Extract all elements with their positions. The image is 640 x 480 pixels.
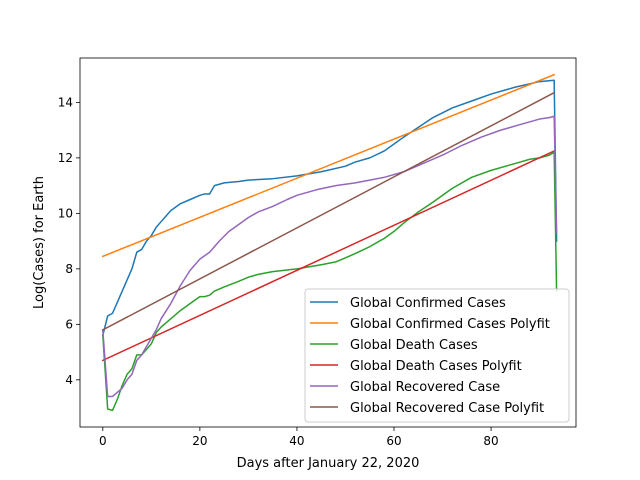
series-line-1: [101, 73, 556, 258]
x-tick-label-1: 20: [192, 434, 207, 448]
y-tick-label-4: 12: [58, 151, 73, 165]
legend: Global Confirmed Cases Global Confirmed C…: [304, 288, 570, 423]
legend-label-3: Global Death Cases Polyfit: [350, 359, 522, 374]
y-tick-label-5: 14: [58, 95, 73, 109]
legend-label-2: Global Death Cases: [350, 338, 478, 353]
legend-label-4: Global Recovered Case: [350, 380, 500, 395]
series-line-5: [101, 91, 556, 331]
y-axis-ticks: 4 6 8 10 12 14: [58, 95, 80, 387]
series-line-3: [101, 149, 556, 362]
y-axis-label: Log(Cases) for Earth: [32, 176, 47, 309]
x-axis-label: Days after January 22, 2020: [237, 456, 420, 471]
x-tick-label-3: 60: [386, 434, 401, 448]
plot-frame: [79, 57, 577, 428]
legend-label-5: Global Recovered Case Polyfit: [350, 401, 544, 416]
series-line-2: [102, 151, 558, 412]
legend-label-1: Global Confirmed Cases Polyfit: [350, 317, 550, 332]
y-tick-label-3: 10: [58, 206, 73, 220]
x-tick-label-4: 80: [483, 434, 498, 448]
legend-box: [304, 288, 570, 423]
x-tick-label-2: 40: [289, 434, 304, 448]
y-tick-label-2: 8: [65, 262, 73, 276]
x-axis-ticks: 0 20 40 60 80: [99, 427, 499, 448]
y-tick-label-1: 6: [65, 317, 73, 331]
series-line-4: [102, 115, 558, 398]
series-line-0: [101, 79, 558, 337]
series-layer: [101, 73, 558, 412]
x-tick-label-0: 0: [99, 434, 107, 448]
legend-label-0: Global Confirmed Cases: [350, 296, 506, 311]
y-tick-label-0: 4: [65, 373, 73, 387]
